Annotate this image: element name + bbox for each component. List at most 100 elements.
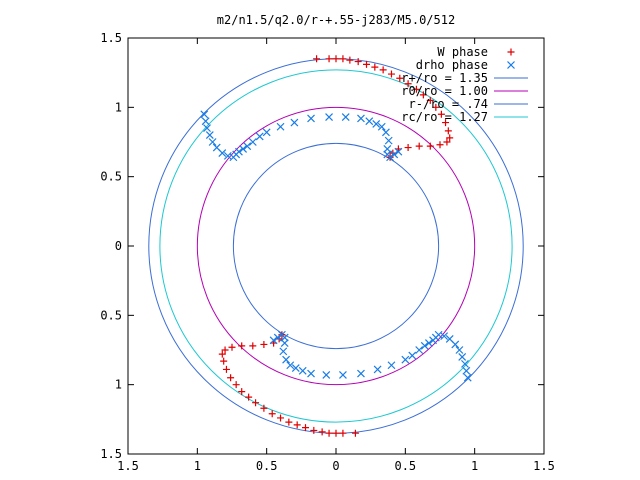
axis-ticks: 1.5 1 0.5 0 0.5 1 1.51.510.500.511.5 [100, 31, 555, 473]
drho-phase-marker [286, 361, 295, 370]
w-phase-marker [446, 134, 454, 142]
w-phase-marker [301, 424, 309, 432]
drho-phase-marker [201, 117, 210, 126]
w-phase-marker [313, 55, 321, 63]
drho-phase-marker [386, 153, 395, 162]
w-phase-marker [426, 96, 434, 104]
x-tick-label: 0 [332, 459, 339, 473]
y-tick-label: 0.5 [100, 170, 122, 184]
w-phase-marker [346, 56, 354, 64]
drho-phase-marker [203, 124, 211, 133]
w-phase-marker [419, 91, 427, 99]
x-tick-label: 1 [194, 459, 201, 473]
y-tick-label: 1.5 [100, 447, 122, 461]
w-phase-marker [238, 342, 246, 350]
w-phase-marker [222, 365, 230, 373]
drho-phase-marker [341, 113, 350, 121]
w-phase-marker [442, 119, 450, 127]
drho-phase-marker [262, 128, 271, 137]
legend-label: drho phase [416, 58, 488, 72]
drho-phase-marker [307, 114, 315, 123]
w-phase-marker [318, 428, 326, 436]
w-phase-marker [404, 80, 412, 88]
drho-phase-marker [200, 110, 209, 119]
drho-phase-marker [408, 351, 417, 360]
w-phase-marker [339, 429, 347, 437]
drho-phase-marker [322, 371, 331, 379]
w-phase-marker [325, 429, 333, 437]
drho-phase-marker [415, 346, 424, 354]
w-phase-marker [218, 350, 226, 358]
phase-markers [200, 55, 472, 437]
drho-phase-marker [401, 355, 410, 364]
w-phase-marker [268, 410, 276, 418]
w-phase-marker [354, 58, 362, 66]
reference-circle [196, 106, 476, 386]
reference-circle [232, 142, 440, 350]
w-phase-marker [325, 55, 333, 63]
reference-circle [159, 69, 513, 423]
drho-phase-marker [282, 355, 291, 364]
drho-phase-marker [455, 346, 464, 354]
legend-label: r+/ro = 1.35 [401, 71, 488, 85]
w-phase-marker [260, 404, 268, 412]
w-phase-marker [363, 60, 371, 68]
w-phase-marker [426, 142, 434, 150]
drho-phase-marker [290, 118, 299, 127]
drho-phase-marker [235, 147, 243, 156]
drho-phase-marker [280, 339, 289, 347]
legend-label: W phase [437, 45, 488, 59]
drho-phase-marker [243, 142, 252, 151]
legend-marker [507, 48, 515, 56]
w-phase-marker [252, 399, 260, 407]
drho-phase-marker [463, 373, 472, 382]
drho-phase-marker [273, 333, 282, 342]
drho-phase-marker [462, 366, 471, 375]
drho-phase-marker [291, 364, 300, 372]
w-phase-marker [245, 393, 253, 401]
drho-phase-marker [205, 131, 214, 139]
legend-marker [507, 61, 515, 69]
drho-phase-marker [445, 334, 454, 343]
drho-phase-marker [208, 138, 217, 146]
w-phase-marker [444, 127, 452, 135]
w-phase-marker [249, 342, 257, 350]
w-phase-marker [260, 340, 268, 348]
w-phase-marker [332, 429, 340, 437]
w-phase-marker [293, 421, 301, 429]
drho-phase-marker [365, 117, 374, 126]
y-tick-label: 0.5 [100, 308, 122, 322]
x-tick-label: 0.5 [256, 459, 278, 473]
x-tick-label: 1.5 [117, 459, 139, 473]
w-phase-marker [351, 429, 359, 437]
drho-phase-marker [269, 336, 278, 345]
drho-phase-marker [390, 150, 399, 159]
w-phase-marker [412, 85, 420, 93]
drho-phase-marker [372, 120, 381, 128]
drho-phase-marker [339, 371, 347, 379]
w-phase-marker [221, 346, 229, 354]
drho-phase-marker [357, 369, 365, 378]
w-phase-marker [387, 70, 395, 78]
drho-phase-marker [218, 149, 227, 158]
legend-label: r0/ro = 1.00 [401, 84, 488, 98]
drho-phase-marker [458, 353, 467, 361]
w-phase-marker [443, 138, 451, 146]
drho-phase-marker [461, 359, 469, 368]
drho-phase-marker [383, 145, 392, 153]
drho-phase-marker [279, 347, 288, 356]
w-phase-marker [415, 142, 423, 150]
drho-phase-marker [429, 336, 437, 345]
drho-phase-marker [298, 366, 307, 375]
drho-phase-marker [377, 122, 386, 131]
w-phase-marker [379, 66, 387, 74]
x-tick-label: 1.5 [533, 459, 555, 473]
drho-phase-marker [384, 136, 393, 145]
y-tick-label: 1 [115, 378, 122, 392]
w-phase-marker [220, 357, 228, 365]
drho-phase-marker [420, 341, 429, 350]
w-phase-marker [277, 414, 285, 422]
y-tick-label: 1 [115, 100, 122, 114]
w-phase-marker [238, 388, 246, 396]
